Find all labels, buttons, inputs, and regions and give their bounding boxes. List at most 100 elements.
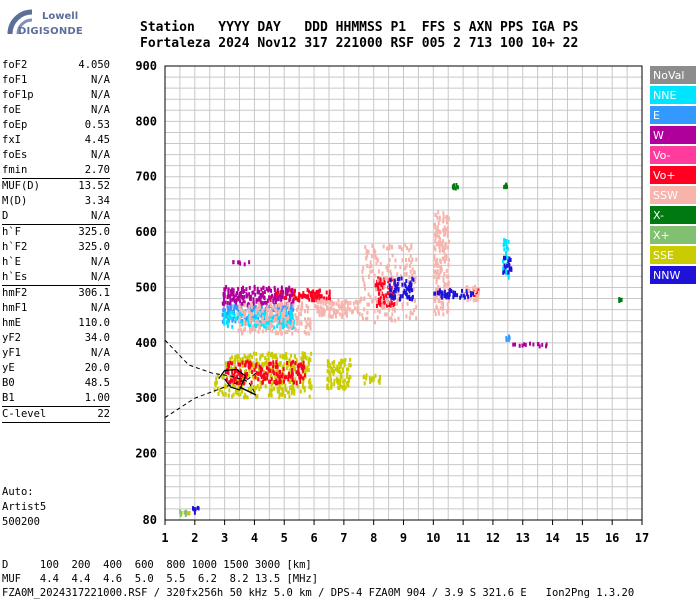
param-row: foF2 4.050 <box>2 58 110 73</box>
echo-point-ssw <box>330 314 333 319</box>
echo-point-ssw <box>332 310 335 315</box>
echo-point-sse <box>344 358 347 362</box>
param-row: foF1 N/A <box>2 73 110 88</box>
echo-point-sse <box>299 389 302 394</box>
echo-point-ssw <box>272 319 275 324</box>
echo-point-ssw <box>469 296 472 301</box>
echo-point-vo <box>313 298 316 303</box>
echo-point-ssw <box>362 317 364 321</box>
echo-point-nne <box>279 315 282 320</box>
echo-point-nne <box>276 324 279 329</box>
echo-point-ssw <box>296 307 298 312</box>
echo-point-ssw <box>377 258 380 263</box>
echo-point-vo <box>273 371 276 376</box>
echo-point-vo <box>278 376 281 380</box>
echo-point-nne <box>289 315 292 320</box>
echo-point-vo <box>250 380 253 385</box>
x-tick-label: 11 <box>456 531 470 545</box>
echo-point-sse <box>348 363 351 368</box>
echo-point-ssw <box>373 253 376 257</box>
echo-point-sse <box>231 382 234 387</box>
echo-point-sse <box>335 376 338 381</box>
chart-profile-curves <box>164 339 257 419</box>
x-tick-label: 12 <box>486 531 500 545</box>
echo-point-sse <box>262 363 265 368</box>
echo-point-ssw <box>250 311 252 316</box>
echo-point-w <box>262 301 264 306</box>
echo-point-nne <box>231 324 234 329</box>
echo-point-ssw <box>436 293 439 298</box>
echo-point-ssw <box>335 301 338 306</box>
echo-point-nnw <box>397 286 400 291</box>
param-name: D <box>2 210 9 222</box>
echo-point-ssw <box>466 298 469 303</box>
echo-point-w <box>226 295 229 300</box>
echo-point-ssw <box>309 317 312 322</box>
echo-point-ssw <box>442 247 445 252</box>
echo-point-ssw <box>409 269 412 274</box>
echo-point-ssw <box>274 307 277 312</box>
echo-point-vo <box>293 292 296 297</box>
echo-point-vo <box>275 360 278 365</box>
echo-point-ssw <box>412 287 415 292</box>
echo-point-vo <box>379 296 382 301</box>
echo-point-nne <box>289 311 292 316</box>
echo-point-sse <box>330 377 333 382</box>
echo-point-ssw <box>443 227 446 232</box>
echo-point-ssw <box>287 315 290 320</box>
echo-point-w <box>260 294 263 299</box>
legend-label: X+ <box>653 229 670 242</box>
echo-point-sse <box>349 375 352 380</box>
echo-point-vo <box>477 288 480 293</box>
param-value: N/A <box>91 89 110 101</box>
echo-point-sse <box>293 364 296 369</box>
echo-point-ssw <box>335 314 337 319</box>
echo-point-sse <box>217 373 219 378</box>
echo-point-vo <box>228 380 231 385</box>
echo-point-w <box>251 290 254 295</box>
echo-point-w <box>239 294 242 299</box>
echo-point-ssw <box>366 302 369 307</box>
echo-point-w <box>256 290 259 295</box>
echo-point-sse <box>262 369 265 374</box>
param-row: h`E N/A <box>2 255 110 270</box>
echo-point-ssw <box>471 286 474 291</box>
echo-point-ssw <box>439 270 442 275</box>
echo-point-sse <box>343 383 346 387</box>
echo-point-nne <box>226 319 229 324</box>
echo-point-nne <box>240 314 243 318</box>
echo-point-vo <box>227 371 230 375</box>
echo-point-w <box>255 299 258 304</box>
echo-point-ssw <box>391 307 394 312</box>
param-row: yF2 34.0 <box>2 331 110 346</box>
echo-point-ssw <box>264 328 267 333</box>
param-name: foE <box>2 104 21 116</box>
echo-point-e <box>233 304 236 309</box>
echo-point-e <box>227 307 230 312</box>
echo-point-w <box>545 342 548 347</box>
echo-point-sse <box>247 387 250 392</box>
echo-point-nnw <box>405 292 408 296</box>
echo-point-ssw <box>375 287 378 292</box>
echo-point-ssw <box>243 321 246 326</box>
echo-point-vo <box>302 376 305 381</box>
echo-point-sse <box>289 386 291 391</box>
echo-point-ssw <box>433 245 436 250</box>
echo-point-sse <box>288 390 290 395</box>
echo-point-sse <box>244 355 247 360</box>
echo-point-sse <box>232 360 235 365</box>
echo-point-sse <box>283 355 286 360</box>
echo-point-nnw <box>409 282 412 287</box>
echo-point-nnw <box>388 283 391 288</box>
echo-point-sse <box>224 383 227 388</box>
echo-point-sse <box>330 381 333 386</box>
echo-point-sse <box>276 386 279 391</box>
echo-point-ssw <box>257 302 260 307</box>
echo-point-ssw <box>413 270 416 275</box>
echo-point-nnw <box>503 256 506 261</box>
echo-point-nnw <box>404 282 407 287</box>
echo-point-ssw <box>388 316 391 321</box>
echo-point-ssw <box>435 228 438 233</box>
echo-point-sse <box>346 367 348 372</box>
y-tick-label: 200 <box>135 447 157 461</box>
